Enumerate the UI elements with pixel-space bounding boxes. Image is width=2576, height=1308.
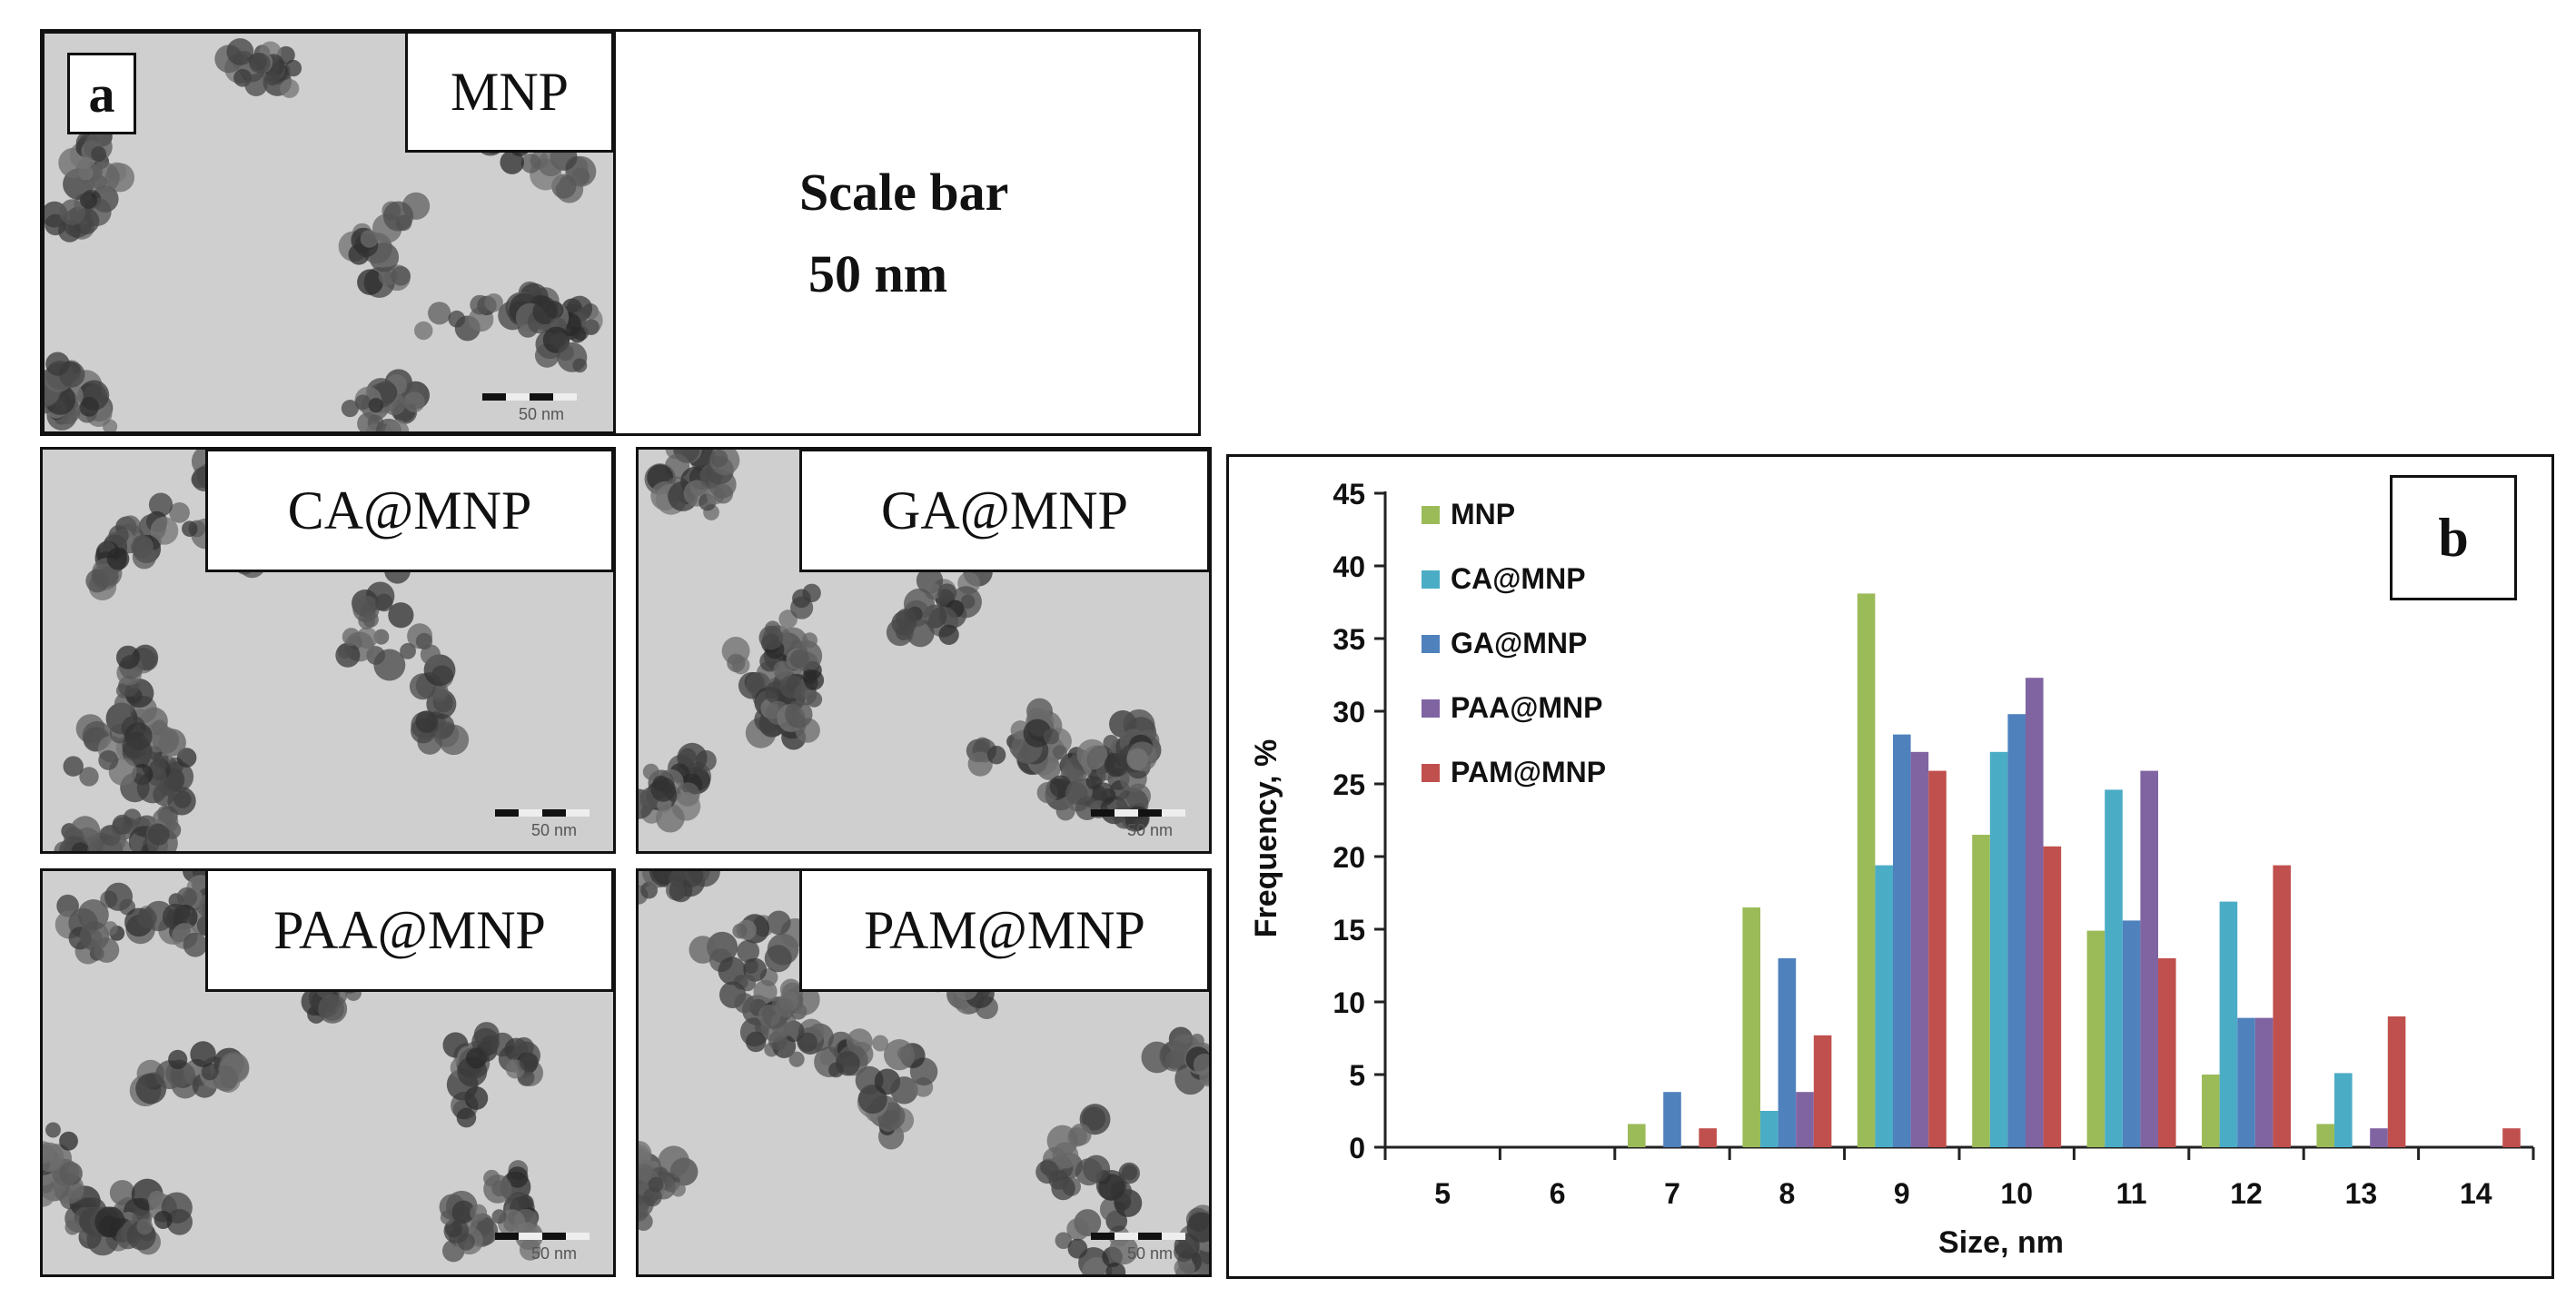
- x-tick-label: 11: [2116, 1177, 2147, 1210]
- scalebar: [495, 1233, 590, 1240]
- legend-label: GA@MNP: [1451, 627, 1587, 659]
- image-label-ga-mnp-text: GA@MNP: [881, 480, 1128, 540]
- y-axis-label: Frequency, %: [1249, 739, 1283, 938]
- x-tick-label: 6: [1550, 1177, 1566, 1210]
- image-label-mnp: MNP: [405, 31, 614, 153]
- tem-particles: [45, 34, 613, 431]
- bar: [1893, 734, 1911, 1147]
- size-distribution-chart: 0 5 10 15 20 25 30 35 40 45 5 6 7 8 9 10 11 12 13 14 MNP CA…: [1249, 478, 2535, 1260]
- y-tick-label: 35: [1333, 623, 1365, 656]
- x-tick-label: 5: [1434, 1177, 1451, 1210]
- y-tick-label: 20: [1333, 841, 1365, 874]
- y-tick-label: 0: [1349, 1132, 1365, 1164]
- legend-swatch: [1422, 635, 1440, 653]
- bar: [2502, 1128, 2521, 1147]
- bar: [2025, 678, 2044, 1147]
- image-label-paa-mnp-text: PAA@MNP: [273, 899, 546, 960]
- scalebar-label: 50 nm: [530, 821, 577, 839]
- legend-swatch: [1422, 699, 1440, 718]
- legend-swatch: [1422, 570, 1440, 589]
- y-tick-label: 30: [1333, 696, 1365, 728]
- legend-swatch: [1422, 764, 1440, 782]
- bar: [2157, 958, 2176, 1147]
- bar: [2219, 901, 2238, 1147]
- tem-image-mnp: 50 nm: [42, 31, 616, 434]
- panel-b: 0 5 10 15 20 25 30 35 40 45 5 6 7 8 9 10 11 12 13 14 MNP CA…: [1226, 454, 2554, 1279]
- image-label-paa-mnp: PAA@MNP: [205, 868, 614, 992]
- legend-swatch: [1422, 506, 1440, 524]
- bar: [2387, 1016, 2406, 1147]
- x-axis: 5 6 7 8 9 10 11 12 13 14: [1383, 1145, 2535, 1210]
- bar: [1857, 593, 1876, 1147]
- bar: [1628, 1124, 1646, 1147]
- image-label-ga-mnp: GA@MNP: [799, 449, 1210, 572]
- bar: [1699, 1128, 1717, 1147]
- image-label-pam-mnp-text: PAM@MNP: [864, 899, 1145, 960]
- bar: [1910, 751, 1929, 1147]
- y-tick-label: 5: [1349, 1059, 1365, 1092]
- panel-a-letter-text: a: [88, 64, 115, 124]
- panel-b-letter: b: [2390, 475, 2517, 600]
- scalebar-label: 50 nm: [1126, 1244, 1173, 1263]
- image-label-ca-mnp: CA@MNP: [205, 449, 614, 572]
- scalebar: [1091, 809, 1185, 817]
- y-tick-label: 45: [1333, 478, 1365, 510]
- bar: [1928, 770, 1947, 1147]
- scalebar: [482, 393, 577, 401]
- image-label-ca-mnp-text: CA@MNP: [287, 480, 532, 540]
- scale-note-line2: 50 nm: [808, 244, 948, 303]
- bar: [2105, 789, 2123, 1147]
- legend: MNP CA@MNP GA@MNP PAA@MNP PAM@MNP: [1422, 498, 1606, 788]
- bar: [1778, 958, 1797, 1147]
- panel-a-letter: a: [67, 53, 136, 134]
- bar: [2254, 1017, 2274, 1147]
- x-tick-label: 10: [2000, 1177, 2033, 1210]
- x-axis-label: Size, nm: [1938, 1225, 2064, 1260]
- x-tick-label: 14: [2460, 1177, 2492, 1210]
- panel-b-letter-text: b: [2438, 507, 2469, 568]
- scalebar: [1091, 1233, 1185, 1240]
- legend-label: MNP: [1451, 498, 1515, 530]
- scalebar-label: 50 nm: [1126, 821, 1173, 839]
- bar: [2086, 930, 2105, 1147]
- bar: [2316, 1124, 2335, 1147]
- y-tick-label: 15: [1333, 914, 1365, 946]
- bar: [2334, 1073, 2353, 1147]
- bar: [1972, 835, 1990, 1147]
- x-tick-label: 9: [1894, 1177, 1910, 1210]
- y-tick-label: 40: [1333, 550, 1365, 583]
- image-label-pam-mnp: PAM@MNP: [799, 868, 1210, 992]
- y-axis: 0 5 10 15 20 25 30 35 40 45: [1333, 478, 1387, 1164]
- y-tick-label: 25: [1333, 768, 1365, 801]
- bar: [2273, 865, 2291, 1147]
- bar: [2370, 1128, 2388, 1147]
- bar: [2202, 1075, 2220, 1147]
- x-tick-label: 12: [2230, 1177, 2263, 1210]
- legend-label: CA@MNP: [1451, 562, 1586, 595]
- scale-note-line1: Scale bar: [799, 163, 1009, 222]
- legend-label: PAA@MNP: [1451, 691, 1603, 724]
- bar: [1813, 1035, 1832, 1147]
- y-tick-label: 10: [1333, 986, 1365, 1019]
- bar: [1796, 1092, 1814, 1147]
- bar: [2140, 770, 2158, 1147]
- bar: [2007, 714, 2026, 1147]
- bar: [1663, 1092, 1681, 1147]
- scalebar: [495, 809, 590, 817]
- bar: [2122, 920, 2141, 1147]
- x-tick-label: 13: [2345, 1177, 2378, 1210]
- image-label-mnp-text: MNP: [450, 61, 570, 122]
- bar: [1742, 907, 1761, 1147]
- bar: [2237, 1017, 2255, 1147]
- bar: [1989, 751, 2008, 1147]
- scalebar-label: 50 nm: [530, 1244, 577, 1263]
- x-tick-label: 8: [1779, 1177, 1796, 1210]
- scalebar-label: 50 nm: [518, 405, 564, 423]
- bar: [1760, 1111, 1778, 1147]
- bar: [1875, 865, 1894, 1147]
- x-tick-label: 7: [1664, 1177, 1680, 1210]
- bars: [1628, 593, 2521, 1147]
- bar: [2043, 846, 2062, 1147]
- legend-label: PAM@MNP: [1451, 756, 1606, 788]
